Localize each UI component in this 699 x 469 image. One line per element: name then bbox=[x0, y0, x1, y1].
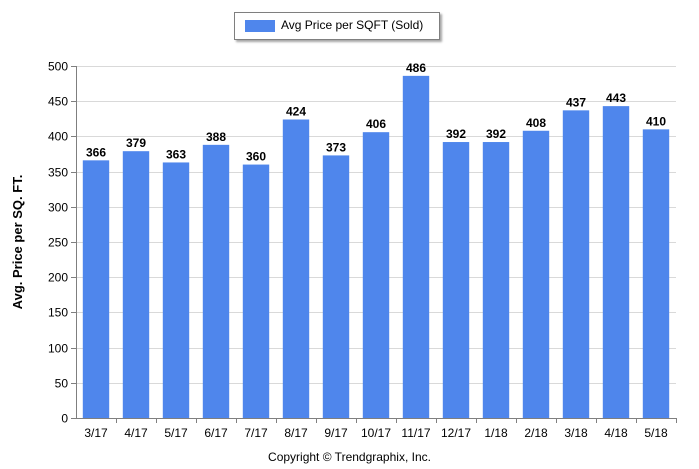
bar bbox=[162, 162, 190, 418]
x-tick-label: 11/17 bbox=[401, 426, 430, 440]
x-tick-label: 4/18 bbox=[604, 426, 628, 440]
data-label: 424 bbox=[286, 105, 306, 119]
x-tick-label: 5/17 bbox=[164, 426, 188, 440]
x-tick-label: 10/17 bbox=[361, 426, 391, 440]
copyright-text: Copyright © Trendgraphix, Inc. bbox=[268, 450, 431, 464]
x-tick-label: 3/18 bbox=[564, 426, 588, 440]
bar bbox=[362, 132, 390, 418]
y-tick-label: 450 bbox=[48, 95, 68, 109]
data-label: 406 bbox=[366, 117, 386, 131]
data-label: 363 bbox=[166, 147, 186, 161]
x-tick-label: 7/17 bbox=[244, 426, 268, 440]
bar bbox=[602, 106, 630, 419]
y-tick-label: 500 bbox=[48, 60, 68, 74]
bar bbox=[442, 142, 470, 419]
y-tick-label: 0 bbox=[61, 412, 68, 426]
x-tick-label: 8/17 bbox=[284, 426, 308, 440]
x-tick-label: 5/18 bbox=[644, 426, 668, 440]
data-label: 486 bbox=[406, 61, 426, 75]
y-tick-label: 150 bbox=[48, 306, 68, 320]
data-label: 373 bbox=[326, 140, 346, 154]
bar bbox=[122, 151, 150, 418]
bar bbox=[482, 142, 510, 419]
y-axis-title: Avg. Price per SQ. FT. bbox=[10, 175, 25, 310]
bar bbox=[82, 160, 110, 418]
legend-swatch bbox=[245, 20, 275, 32]
data-label: 388 bbox=[206, 130, 226, 144]
data-label: 437 bbox=[566, 95, 586, 109]
bar bbox=[282, 119, 310, 418]
x-tick-label: 1/18 bbox=[484, 426, 508, 440]
data-label: 408 bbox=[526, 116, 546, 130]
y-tick-label: 400 bbox=[48, 130, 68, 144]
bar bbox=[522, 130, 550, 418]
bar bbox=[322, 155, 350, 418]
data-label: 410 bbox=[646, 114, 666, 128]
chart-legend: Avg Price per SQFT (Sold) bbox=[234, 12, 440, 40]
y-tick-label: 300 bbox=[48, 201, 68, 215]
y-tick-label: 350 bbox=[48, 166, 68, 180]
x-tick-label: 2/18 bbox=[524, 426, 548, 440]
legend-label: Avg Price per SQFT (Sold) bbox=[281, 18, 424, 32]
data-label: 443 bbox=[606, 91, 626, 105]
x-tick-label: 6/17 bbox=[204, 426, 228, 440]
data-label: 392 bbox=[486, 127, 506, 141]
x-tick-label: 3/17 bbox=[84, 426, 108, 440]
y-tick-label: 250 bbox=[48, 236, 68, 250]
x-tick-label: 9/17 bbox=[324, 426, 348, 440]
bar bbox=[642, 129, 670, 419]
x-tick-label: 4/17 bbox=[124, 426, 148, 440]
bar bbox=[562, 110, 590, 419]
data-label: 360 bbox=[246, 150, 266, 164]
bar bbox=[242, 164, 270, 418]
bar bbox=[402, 75, 430, 418]
x-tick-label: 12/17 bbox=[441, 426, 471, 440]
data-label: 392 bbox=[446, 127, 466, 141]
y-tick-label: 100 bbox=[48, 342, 68, 356]
y-tick-label: 200 bbox=[48, 271, 68, 285]
y-tick-label: 50 bbox=[55, 377, 69, 391]
data-label: 366 bbox=[86, 145, 106, 159]
bar bbox=[202, 144, 230, 418]
data-label: 379 bbox=[126, 136, 146, 150]
